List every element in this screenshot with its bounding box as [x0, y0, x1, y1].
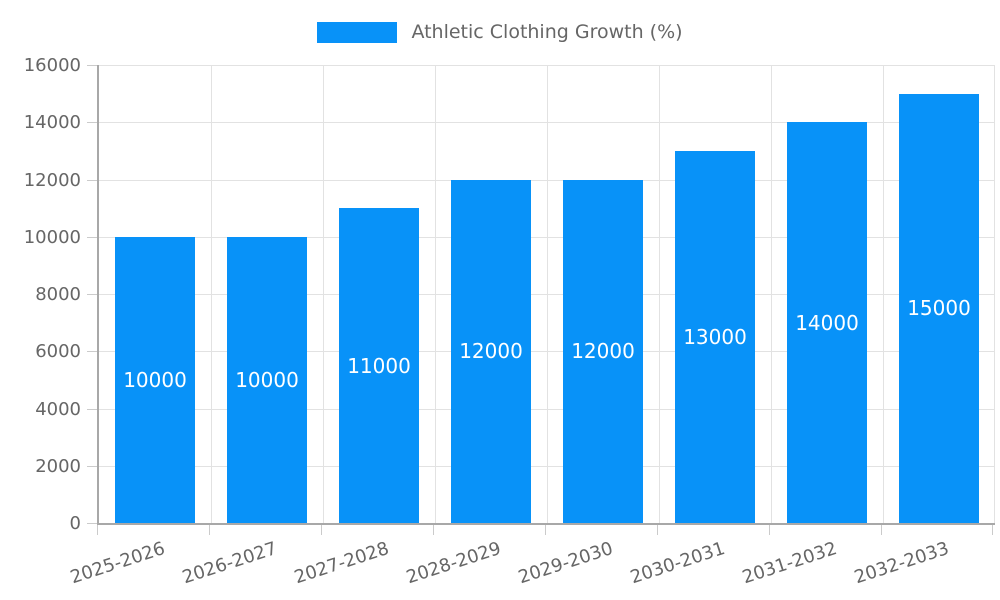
bar-value-label: 15000 — [907, 296, 971, 321]
x-axis-tick — [321, 525, 322, 535]
vertical-gridline — [435, 65, 436, 523]
vertical-gridline — [771, 65, 772, 523]
y-axis-tick — [87, 523, 97, 524]
bar[interactable]: 14000 — [787, 122, 867, 523]
x-axis-tick — [881, 525, 882, 535]
y-axis-tick-label: 16000 — [23, 55, 81, 76]
legend-label: Athletic Clothing Growth (%) — [411, 21, 683, 43]
bar-value-label: 14000 — [795, 310, 859, 335]
y-axis-tick — [87, 179, 97, 181]
bar-value-label: 10000 — [235, 367, 299, 392]
y-axis-tick-label: 12000 — [23, 169, 81, 191]
y-axis-tick-label: 10000 — [23, 226, 81, 248]
vertical-gridline — [547, 65, 548, 523]
y-axis-tick — [87, 294, 97, 295]
vertical-gridline — [211, 65, 212, 523]
x-axis-tick — [545, 525, 546, 535]
bar-value-label: 10000 — [123, 367, 187, 392]
bar[interactable]: 11000 — [339, 208, 419, 523]
bar[interactable]: 10000 — [115, 236, 195, 523]
bar-value-label: 12000 — [571, 339, 635, 364]
x-axis-tick — [769, 525, 770, 535]
legend[interactable]: Athletic Clothing Growth (%) — [0, 21, 1000, 43]
bar-value-label: 13000 — [683, 324, 747, 349]
y-axis-tick — [87, 408, 97, 410]
x-axis-tick — [209, 525, 210, 535]
y-axis-tick — [87, 351, 97, 353]
x-axis: 2025-2026 2026-2027 2027-2028 2028-2029 2029… — [68, 525, 993, 600]
bar-value-label: 12000 — [459, 339, 523, 364]
x-axis-category-label: 2031-2032 — [739, 538, 840, 589]
y-axis-tick — [87, 65, 97, 66]
bar[interactable]: 13000 — [675, 150, 755, 523]
vertical-gridline — [323, 65, 324, 523]
x-axis-tick — [992, 525, 993, 535]
vertical-gridline — [994, 65, 995, 523]
y-axis-tick-label: 0 — [69, 513, 81, 534]
x-axis-category-label: 2025-2026 — [67, 538, 168, 589]
y-axis: 0 2000 4000 6000 8000 10000 12000 14000 16000 — [0, 57, 97, 533]
y-axis-tick-label: 4000 — [35, 398, 81, 420]
y-axis-tick-label: 2000 — [35, 455, 81, 477]
bar-value-label: 11000 — [347, 353, 411, 378]
y-axis-tick — [87, 236, 97, 238]
x-axis-category-label: 2032-2033 — [851, 538, 952, 589]
x-axis-category-label: 2029-2030 — [515, 538, 616, 589]
x-axis-category-label: 2026-2027 — [179, 538, 280, 589]
y-axis-tick-label: 8000 — [35, 284, 81, 305]
y-axis-tick — [87, 122, 97, 124]
vertical-gridline — [883, 65, 884, 523]
x-axis-category-label: 2028-2029 — [403, 538, 504, 589]
bar[interactable]: 12000 — [563, 179, 643, 523]
bar[interactable]: 10000 — [227, 236, 307, 523]
x-axis-category-label: 2030-2031 — [627, 538, 728, 589]
y-axis-tick-label: 6000 — [35, 341, 81, 363]
x-axis-tick — [657, 525, 658, 535]
plot-area: 10000 10000 11000 12000 12000 13000 14000 15000 — [97, 65, 995, 525]
y-axis-tick-label: 14000 — [23, 112, 81, 134]
bar[interactable]: 15000 — [899, 93, 979, 523]
bar[interactable]: 12000 — [451, 179, 531, 523]
x-axis-tick — [433, 525, 434, 535]
x-axis-category-label: 2027-2028 — [291, 538, 392, 589]
x-axis-tick — [97, 525, 98, 535]
y-axis-tick — [87, 465, 97, 467]
vertical-gridline — [659, 65, 660, 523]
legend-swatch — [317, 21, 398, 43]
